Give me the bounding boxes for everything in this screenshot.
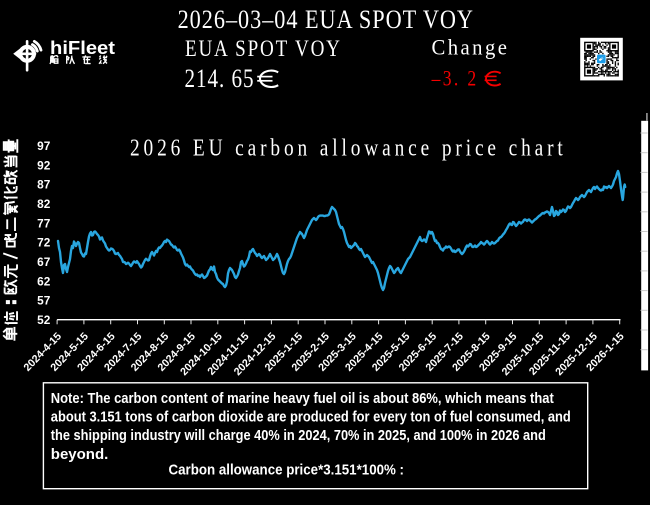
svg-text:2026–03–04 EUA SPOT VOY: 2026–03–04 EUA SPOT VOY xyxy=(178,5,474,34)
svg-text:beyond.: beyond. xyxy=(51,446,109,463)
svg-text:Carbon allowance price*3.151*1: Carbon allowance price*3.151*100% : xyxy=(169,461,405,478)
svg-text:67: 67 xyxy=(37,255,51,269)
svg-text:92: 92 xyxy=(37,158,51,172)
svg-text:62: 62 xyxy=(37,274,51,288)
svg-text:97: 97 xyxy=(37,139,51,153)
svg-text:77: 77 xyxy=(37,216,51,230)
svg-text:–3. 2: –3. 2 xyxy=(431,67,476,91)
svg-text:214. 65: 214. 65 xyxy=(185,65,254,94)
svg-text:82: 82 xyxy=(37,197,51,211)
svg-text:EUA SPOT VOY: EUA SPOT VOY xyxy=(185,35,340,61)
svg-text:2026 EU carbon allowance price: 2026 EU carbon allowance price chart xyxy=(130,133,563,161)
svg-text:Change: Change xyxy=(432,35,507,60)
svg-text:the shipping industry will cha: the shipping industry will charge 40% in… xyxy=(51,427,546,444)
svg-text:57: 57 xyxy=(37,294,51,308)
svg-text:87: 87 xyxy=(37,178,51,192)
svg-text:about 3.151 tons of carbon dio: about 3.151 tons of carbon dioxide are p… xyxy=(51,409,571,426)
svg-text:72: 72 xyxy=(37,236,51,250)
svg-text:Note: The carbon content of ma: Note: The carbon content of marine heavy… xyxy=(51,390,554,407)
svg-text:hiFleet: hiFleet xyxy=(50,37,115,58)
svg-text:52: 52 xyxy=(37,313,51,327)
